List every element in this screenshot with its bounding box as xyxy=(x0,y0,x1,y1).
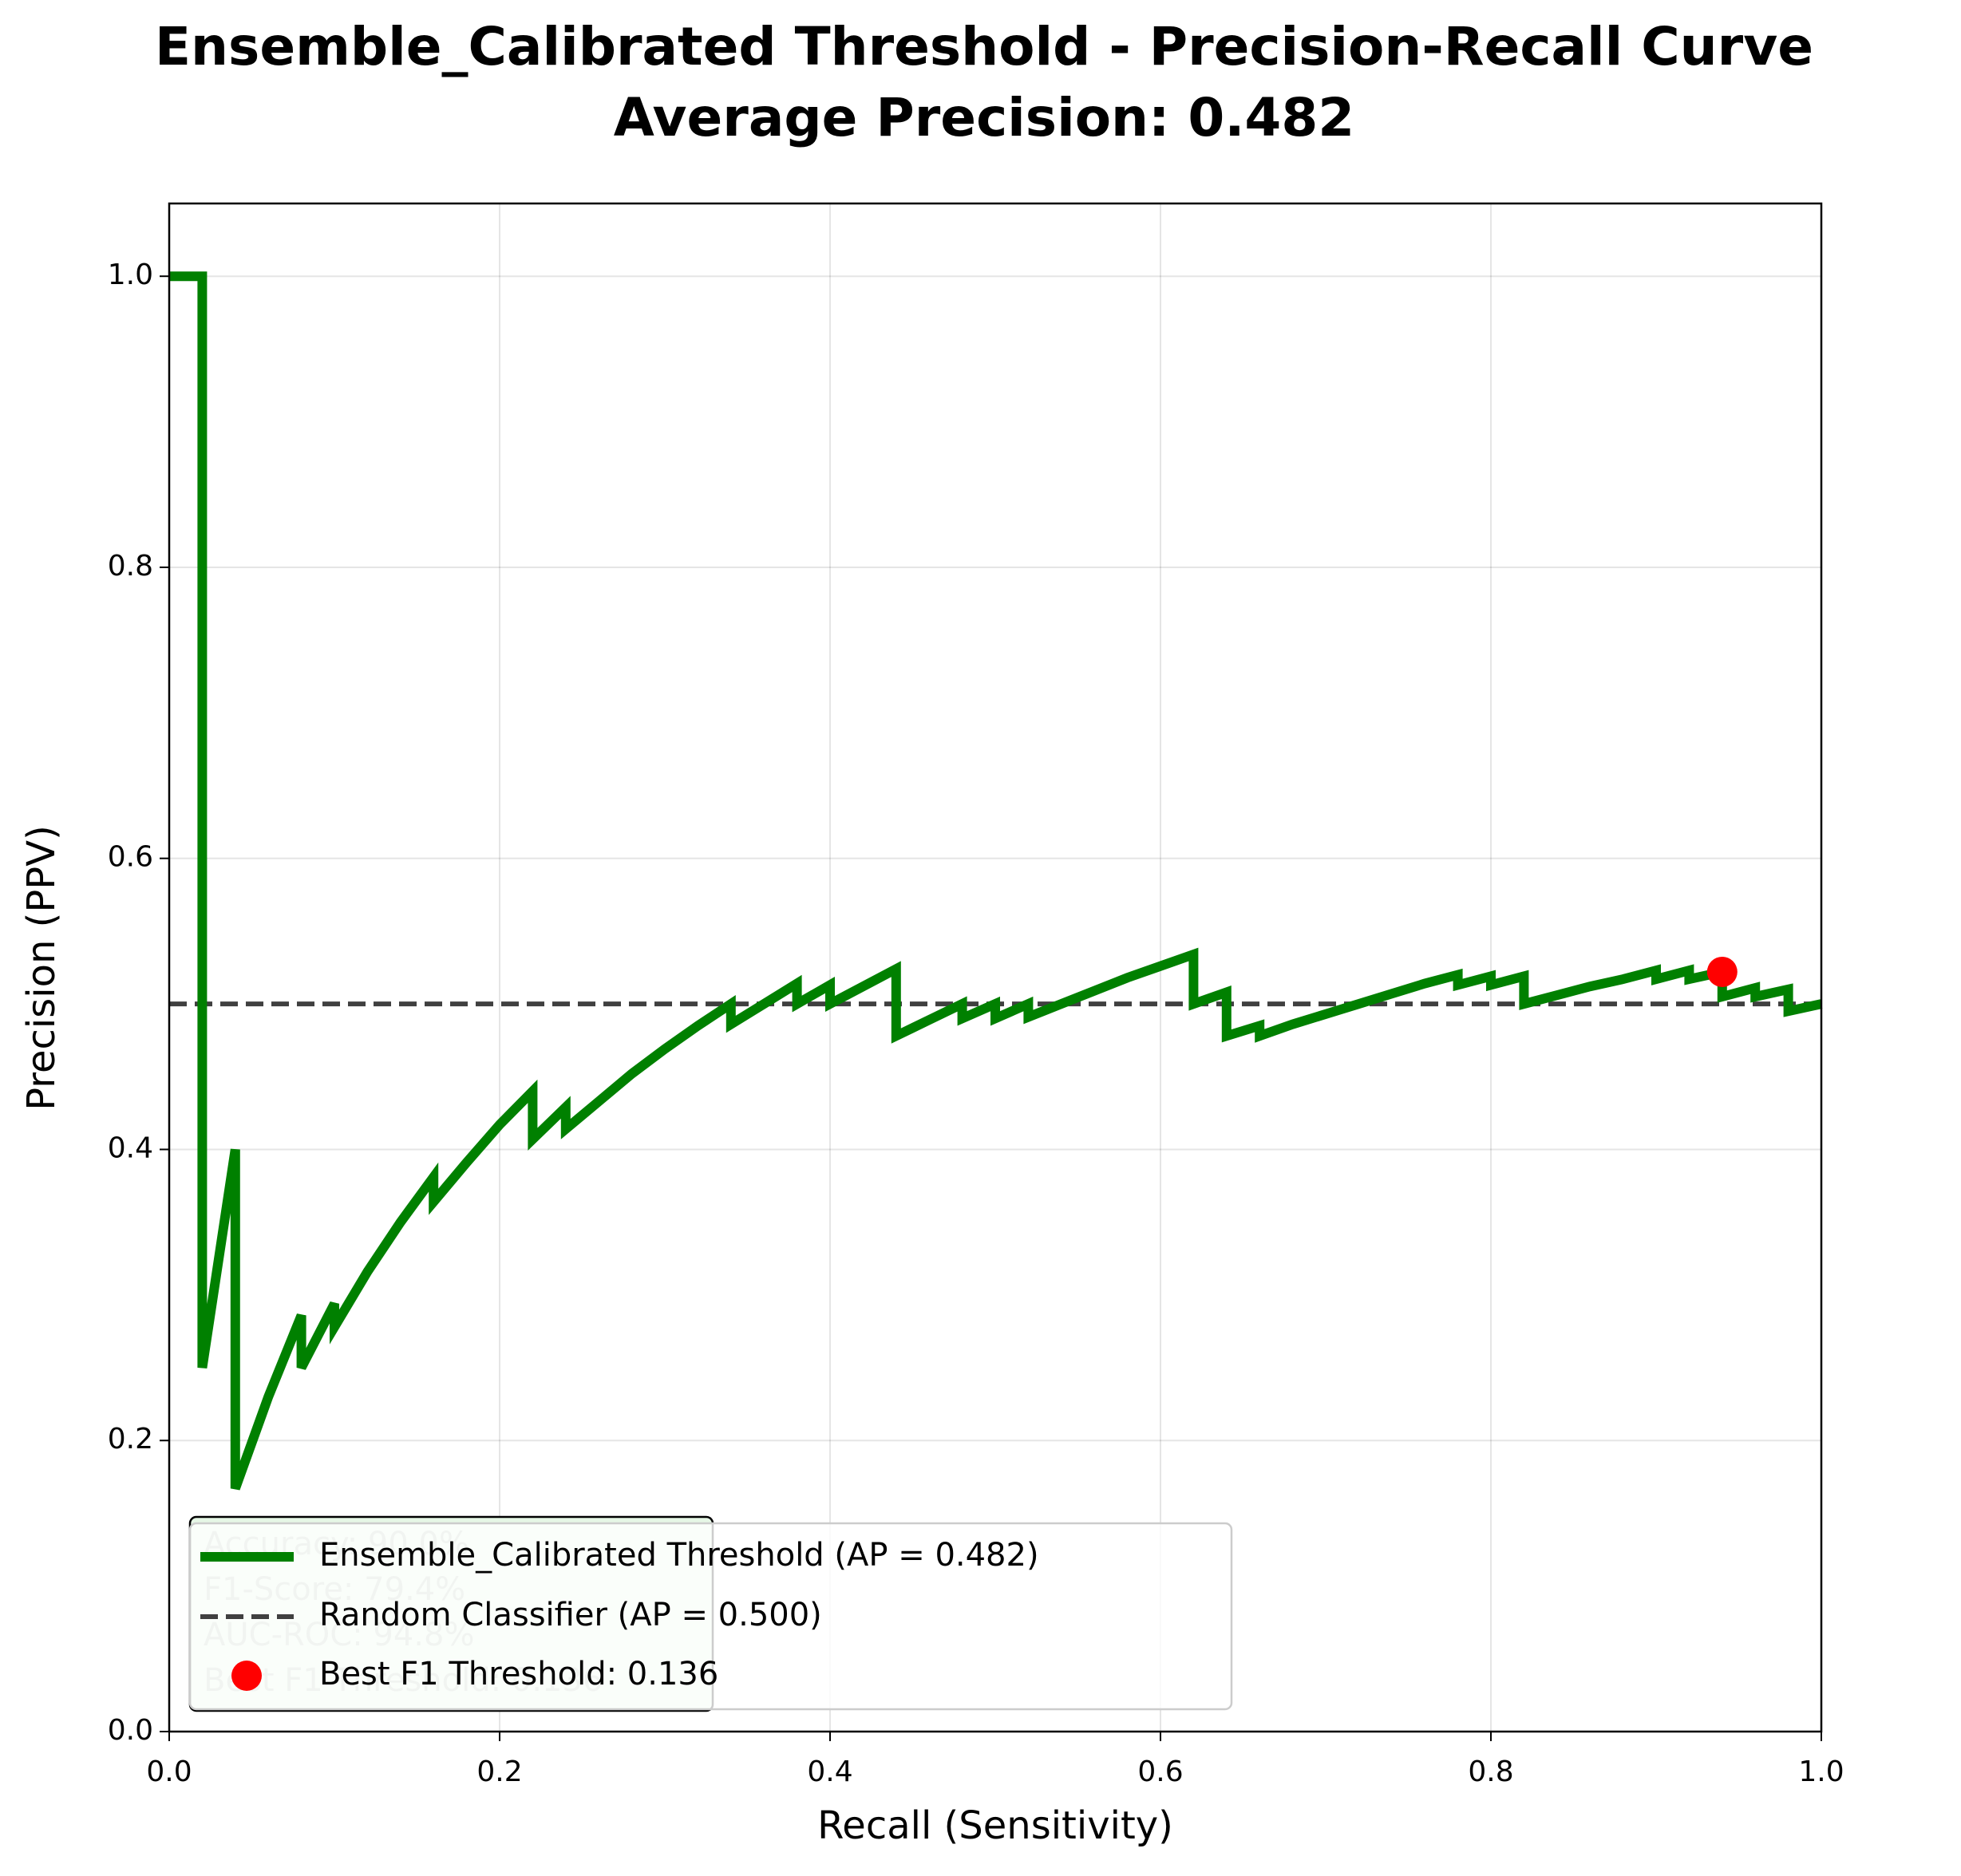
y-tick-label: 0.0 xyxy=(108,1714,153,1747)
x-tick-label: 1.0 xyxy=(1798,1756,1844,1788)
plot-area xyxy=(169,203,1821,1732)
y-tick-label: 0.4 xyxy=(108,1132,153,1164)
legend-label: Best F1 Threshold: 0.136 xyxy=(319,1656,718,1692)
legend-box xyxy=(188,1522,1233,1711)
best-point xyxy=(1706,956,1738,987)
y-tick-label: 0.2 xyxy=(108,1423,153,1455)
y-tick-label: 0.8 xyxy=(108,550,153,583)
chart-subtitle: Average Precision: 0.482 xyxy=(614,87,1354,148)
legend-label: Random Classifier (AP = 0.500) xyxy=(319,1597,822,1633)
x-tick-label: 0.2 xyxy=(476,1756,522,1788)
x-tick-label: 0.6 xyxy=(1137,1756,1183,1788)
y-tick-label: 0.6 xyxy=(108,841,153,874)
x-axis-label: Recall (Sensitivity) xyxy=(817,1803,1173,1848)
chart-title: Ensemble_Calibrated Threshold - Precisio… xyxy=(155,16,1813,77)
y-axis-label: Precision (PPV) xyxy=(19,825,64,1111)
x-tick-label: 0.0 xyxy=(146,1756,192,1788)
x-tick-label: 0.8 xyxy=(1468,1756,1513,1788)
pr-curve xyxy=(169,271,1823,1491)
legend-label: Ensemble_Calibrated Threshold (AP = 0.48… xyxy=(319,1537,1039,1574)
y-tick-label: 1.0 xyxy=(108,259,153,291)
axes-frame xyxy=(168,202,1823,1733)
legend-swatch xyxy=(231,1661,262,1691)
x-tick-label: 0.4 xyxy=(807,1756,852,1788)
